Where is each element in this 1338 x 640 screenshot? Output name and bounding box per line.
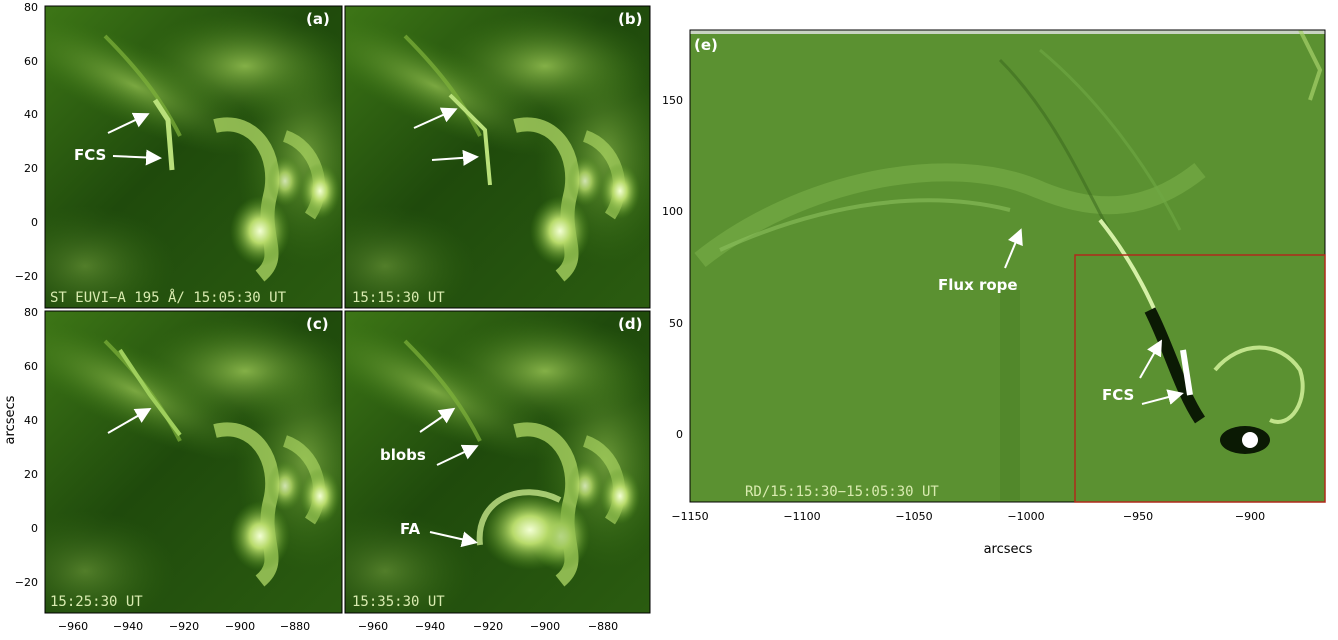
panel-b — [291, 0, 675, 326]
panel-d — [291, 296, 675, 631]
y-tick: −20 — [15, 270, 38, 283]
fcs-label-a: FCS — [74, 146, 106, 164]
panel-timestamp-e: RD/15:15:30−15:05:30 UT — [745, 484, 939, 500]
y-tick: 80 — [24, 306, 38, 319]
x-tick: −900 — [1235, 510, 1265, 523]
arrow-c-1 — [107, 408, 152, 434]
fa-feature — [480, 490, 580, 570]
x-tick: −960 — [58, 620, 88, 633]
panel-timestamp-c: 15:25:30 UT — [50, 594, 143, 610]
x-tick: −920 — [169, 620, 199, 633]
panel-a — [0, 0, 375, 326]
fa-label: FA — [400, 520, 421, 538]
arrow-fcs-e-1 — [1139, 339, 1162, 379]
x-tick: −880 — [280, 620, 310, 633]
panel-e — [690, 30, 1325, 502]
y-tick: 20 — [24, 468, 38, 481]
x-tick: −1100 — [783, 510, 820, 523]
y-tick: 60 — [24, 55, 38, 68]
y-tick: 40 — [24, 108, 38, 121]
panel-label-d: (d) — [618, 315, 642, 333]
left-x-axis-2: −960 −940 −920 −900 −880 — [358, 620, 618, 633]
left-x-axis-1: −960 −940 −920 −900 −880 — [58, 620, 310, 633]
fcs-bright-streak — [1180, 349, 1193, 396]
y-tick: 80 — [24, 1, 38, 14]
right-x-axis: −1150 −1100 −1050 −1000 −950 −900 — [671, 510, 1265, 523]
panel-label-c: (c) — [306, 315, 329, 333]
arrow-fcs-e-2 — [1141, 389, 1184, 405]
zoom-box — [1074, 254, 1326, 503]
left-y-axis-label: arcsecs — [3, 395, 18, 444]
arrow-flux-rope — [1004, 228, 1023, 269]
arrow-d-2 — [436, 444, 479, 466]
fcs-annotation-a: FCS — [74, 112, 162, 166]
x-tick: −1150 — [671, 510, 708, 523]
y-tick: −20 — [15, 576, 38, 589]
x-tick: −940 — [113, 620, 143, 633]
arrow-d-3 — [429, 531, 478, 548]
x-tick: −920 — [473, 620, 503, 633]
fcs-label-e: FCS — [1102, 386, 1134, 404]
fcs-feature — [448, 93, 492, 186]
y-tick: 150 — [662, 94, 683, 107]
y-tick: 0 — [676, 428, 683, 441]
y-tick: 20 — [24, 162, 38, 175]
blobs-label: blobs — [380, 446, 426, 464]
panel-timestamp-a: ST EUVI−A 195 Å/ 15:05:30 UT — [50, 289, 287, 306]
x-tick: −960 — [358, 620, 388, 633]
left-y-axis-bottom: 80 60 40 20 0 −20 — [15, 306, 38, 589]
arrow-b-1 — [413, 107, 458, 129]
y-tick: 100 — [662, 205, 683, 218]
left-panel-frames — [44, 5, 651, 614]
left-y-axis-top: 80 60 40 20 0 −20 — [15, 1, 38, 283]
y-tick: 60 — [24, 360, 38, 373]
arrow-d-1 — [419, 407, 456, 433]
y-tick: 40 — [24, 414, 38, 427]
x-tick: −1000 — [1007, 510, 1044, 523]
fcs-feature — [152, 98, 175, 171]
x-tick: −940 — [415, 620, 445, 633]
fcs-dark-streak — [1144, 307, 1206, 424]
right-y-axis: 150 100 50 0 — [662, 94, 683, 441]
y-tick: 0 — [31, 216, 38, 229]
y-tick: 50 — [669, 317, 683, 330]
arrow-b-2 — [431, 149, 479, 166]
panel-timestamp-d: 15:35:30 UT — [352, 594, 445, 610]
x-tick: −950 — [1123, 510, 1153, 523]
fcs-feature — [118, 348, 182, 437]
panel-label-a: (a) — [306, 10, 330, 28]
x-tick: −880 — [588, 620, 618, 633]
panel-timestamp-b: 15:15:30 UT — [352, 290, 445, 306]
x-tick: −900 — [225, 620, 255, 633]
panel-label-b: (b) — [618, 10, 642, 28]
flux-rope-label: Flux rope — [938, 276, 1018, 294]
y-tick: 0 — [31, 522, 38, 535]
x-tick: −1050 — [895, 510, 932, 523]
right-x-axis-label: arcsecs — [984, 542, 1033, 557]
fa-arc — [476, 489, 562, 546]
x-tick: −900 — [530, 620, 560, 633]
panel-c — [0, 296, 375, 631]
panel-label-e: (e) — [694, 36, 718, 54]
